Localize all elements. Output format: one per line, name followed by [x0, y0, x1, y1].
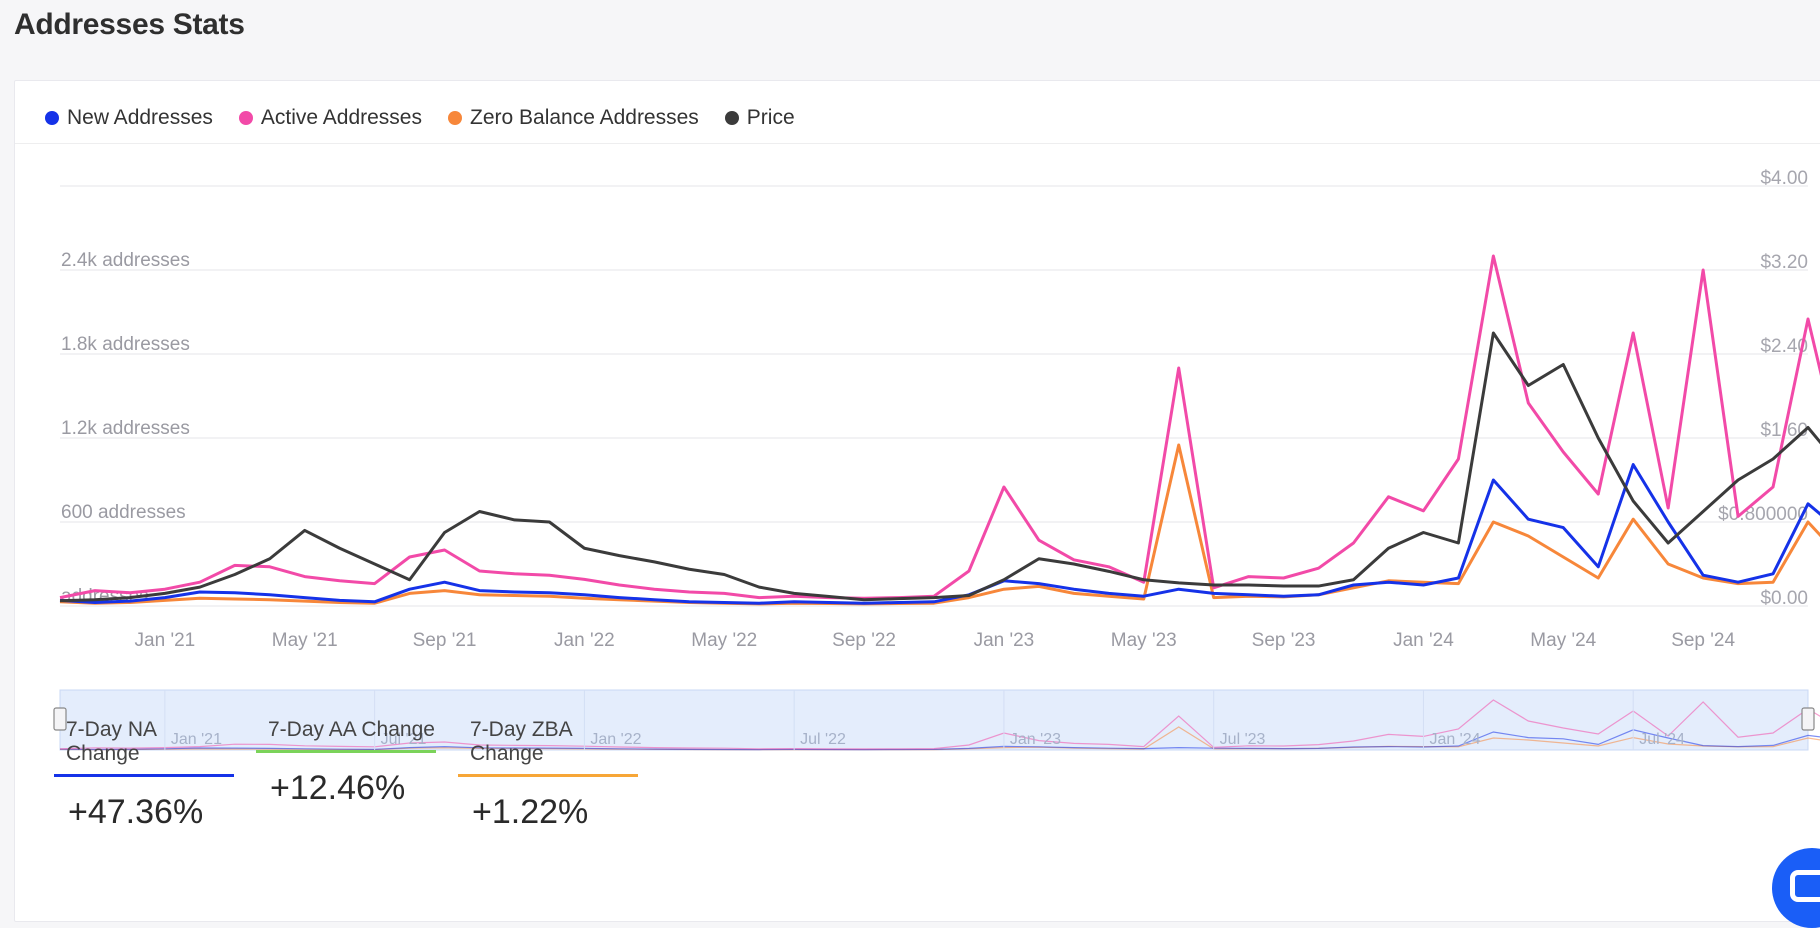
y-right-tick-label: $2.40 [1760, 336, 1808, 357]
y-left-tick-label: 1.8k addresses [61, 334, 190, 355]
y-left-tick-label: 600 addresses [61, 502, 186, 523]
y-right-tick-label: $0.00 [1760, 588, 1808, 609]
x-tick-label: May '21 [272, 630, 338, 651]
legend-item-active-addresses[interactable]: Active Addresses [238, 106, 422, 130]
series-line-zero-balance-addresses [59, 443, 1820, 606]
navigator-tick-label: Jan '23 [1010, 731, 1061, 748]
stat-label: 7-Day NA Change [54, 716, 234, 777]
navigator-range [59, 689, 1809, 751]
x-tick-label: Jan '22 [554, 630, 615, 651]
navigator-tick-label: Jan '22 [590, 731, 641, 748]
navigator-tick-label: Jul '24 [1639, 731, 1685, 748]
y-left-tick-label: 2.4k addresses [61, 250, 190, 271]
legend-label: New Addresses [67, 106, 213, 129]
navigator-tick-label: Jul '22 [800, 731, 846, 748]
navigator-line-active-addresses [59, 699, 1820, 750]
x-tick-label: Jan '21 [135, 630, 196, 651]
chart-card: New Addresses Active Addresses Zero Bala… [14, 80, 1820, 922]
stat-zba-change: 7-Day ZBA Change +1.22% [458, 716, 638, 832]
legend-item-zero-balance-addresses[interactable]: Zero Balance Addresses [448, 106, 699, 130]
x-tick-label: Sep '22 [832, 630, 896, 651]
y-right-tick-label: $3.20 [1760, 252, 1808, 273]
stat-label: 7-Day AA Change [256, 716, 436, 753]
price-dot-icon [724, 111, 739, 125]
active-addresses-dot-icon [238, 111, 253, 125]
series-line-new-addresses [59, 463, 1820, 605]
page-title: Addresses Stats [14, 8, 245, 41]
navigator-right-handle[interactable] [1801, 707, 1815, 731]
x-tick-label: May '23 [1111, 630, 1177, 651]
x-tick-label: Jan '23 [974, 630, 1035, 651]
chart-legend: New Addresses Active Addresses Zero Bala… [45, 103, 795, 133]
stat-label: 7-Day ZBA Change [458, 716, 638, 777]
navigator-tick-label: Jul '23 [1220, 731, 1266, 748]
stat-aa-change: 7-Day AA Change +12.46% [256, 716, 436, 832]
legend-divider [15, 143, 1820, 144]
y-left-tick-label: 1.2k addresses [61, 418, 190, 439]
legend-label: Zero Balance Addresses [470, 106, 699, 129]
navigator-left-handle[interactable] [53, 707, 67, 731]
legend-label: Active Addresses [260, 106, 422, 129]
navigator-line-new-addresses [59, 729, 1820, 751]
x-tick-label: Sep '21 [413, 630, 477, 651]
stats-row: 7-Day NA Change +47.36% 7-Day AA Change … [54, 716, 638, 832]
navigator-tick-label: Jan '24 [1429, 731, 1480, 748]
x-tick-label: May '24 [1530, 630, 1596, 651]
stat-na-change: 7-Day NA Change +47.36% [54, 716, 234, 832]
zero-balance-dot-icon [448, 111, 462, 125]
x-tick-label: May '22 [691, 630, 757, 651]
legend-item-price[interactable]: Price [724, 106, 795, 130]
new-addresses-dot-icon [45, 111, 59, 125]
series-line-active-addresses [59, 254, 1820, 600]
navigator-tick-label: Jul '21 [381, 731, 427, 748]
x-tick-label: Sep '24 [1671, 630, 1735, 651]
x-tick-label: Jan '24 [1393, 630, 1454, 651]
navigator-tick-label: Jan '21 [171, 731, 222, 748]
stat-value: +47.36% [68, 793, 204, 831]
stat-value: +12.46% [270, 769, 406, 807]
x-tick-label: Sep '23 [1252, 630, 1316, 651]
legend-item-new-addresses[interactable]: New Addresses [45, 106, 213, 130]
y-right-tick-label: $0.800000 [1718, 504, 1808, 525]
stat-value: +1.22% [472, 793, 589, 831]
y-right-tick-label: $4.00 [1760, 168, 1808, 189]
series-line-price [59, 331, 1820, 603]
legend-label: Price [746, 106, 795, 129]
